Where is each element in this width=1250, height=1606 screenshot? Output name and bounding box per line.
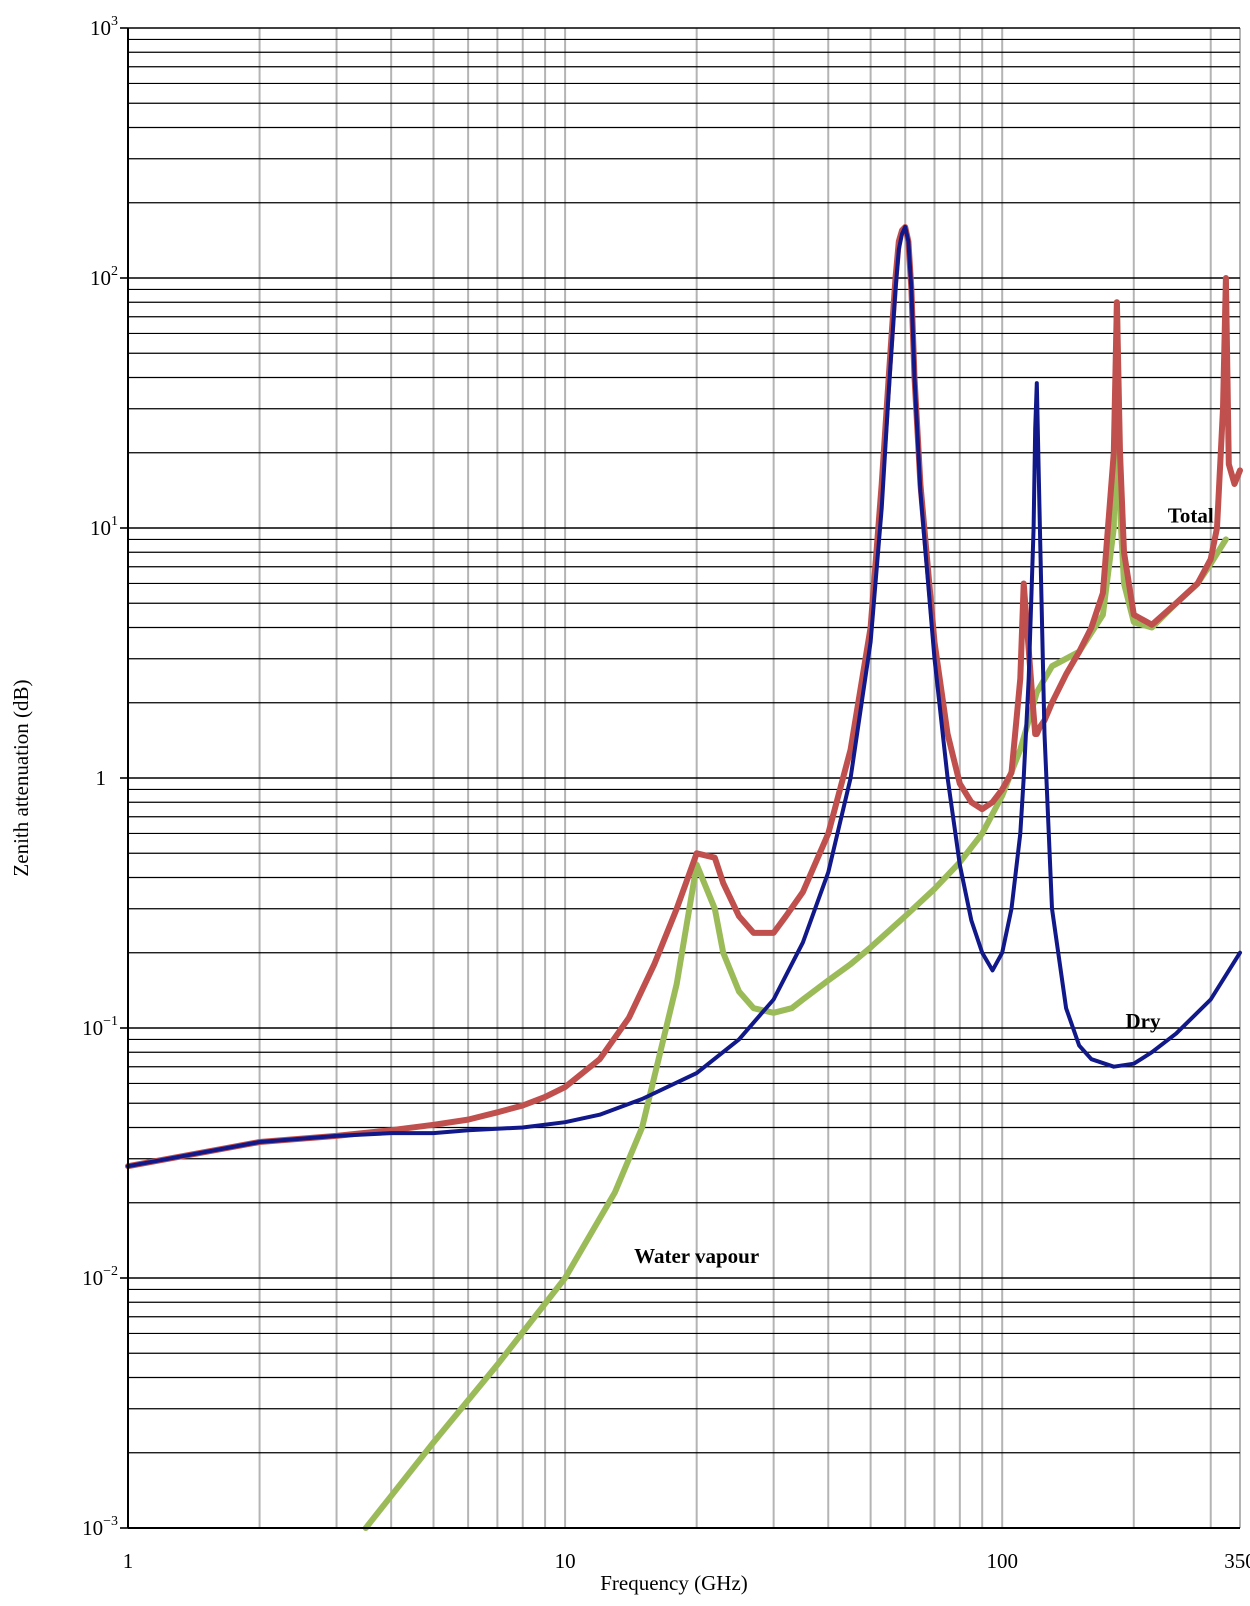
major-gridlines	[128, 27, 1240, 1529]
x-tick-label: 350	[1224, 1549, 1250, 1573]
y-tick-label: 10−3	[82, 1514, 118, 1540]
y-tick-label: 1	[96, 766, 107, 790]
y-tick-label: 102	[90, 264, 118, 290]
series-line-dry	[126, 225, 1242, 1169]
y-tick-label: 10−2	[82, 1264, 118, 1290]
series-annotation: Total	[1168, 504, 1214, 528]
x-tick-label: 10	[555, 1549, 576, 1573]
x-axis-title: Frequency (GHz)	[600, 1571, 748, 1595]
y-tick-label: 10−1	[82, 1014, 118, 1040]
series-annotation: Dry	[1126, 1009, 1161, 1033]
series-lines	[125, 224, 1243, 1531]
y-axis-title: Zenith attenuation (dB)	[9, 679, 33, 876]
axes	[120, 27, 1240, 1529]
y-tick-label: 101	[90, 514, 118, 540]
series-line-water-vapour	[362, 299, 1229, 1531]
x-tick-label: 100	[986, 1549, 1018, 1573]
tick-labels: 1 10 100 350 10−3 10−2 10−1 1 101 102 103	[82, 14, 1250, 1573]
series-annotation: Water vapour	[634, 1244, 759, 1268]
y-tick-label: 103	[90, 14, 118, 40]
x-tick-label: 1	[123, 1549, 134, 1573]
series-annotations: Total Dry Water vapour	[634, 504, 1214, 1268]
